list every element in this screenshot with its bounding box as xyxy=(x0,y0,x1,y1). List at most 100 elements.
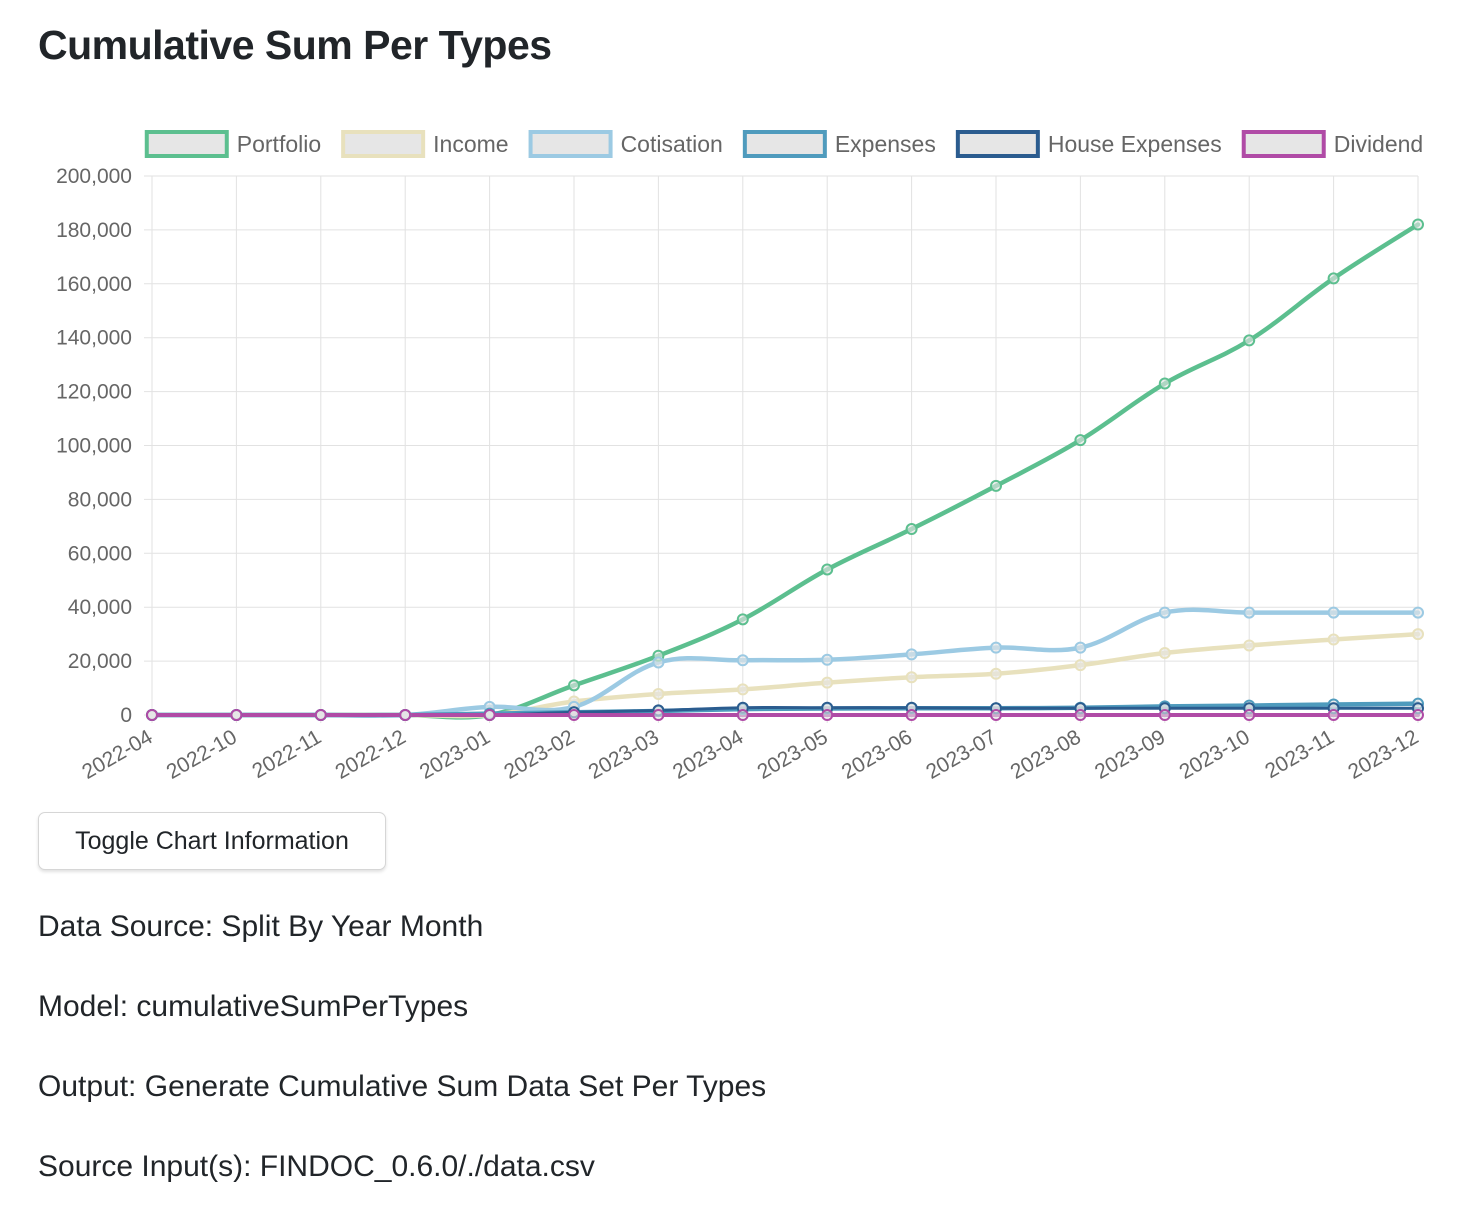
data-point-dividend xyxy=(314,709,327,721)
chart-legend[interactable]: Portfolio Income Cotisation Expenses House E… xyxy=(144,130,1424,158)
data-point-dividend xyxy=(990,709,1002,721)
data-point-dividend xyxy=(1327,709,1340,721)
legend-item-dividend[interactable]: Dividend xyxy=(1241,130,1424,158)
legend-swatch-income xyxy=(341,130,426,158)
legend-item-income[interactable]: Income xyxy=(341,130,509,158)
data-point-income xyxy=(1158,647,1171,660)
data-point-portfolio xyxy=(1158,377,1171,390)
data-point-portfolio xyxy=(990,479,1002,492)
y-tick-label: 80,000 xyxy=(68,488,132,511)
x-tick-label: 2023-09 xyxy=(1091,725,1169,783)
data-point-income xyxy=(1327,633,1340,646)
legend-item-expenses[interactable]: Expenses xyxy=(742,130,936,158)
x-tick-label: 2023-07 xyxy=(922,725,1000,783)
x-tick-label: 2023-03 xyxy=(585,725,663,783)
y-tick-label: 120,000 xyxy=(56,381,132,404)
data-point-cotisation xyxy=(736,654,749,667)
legend-swatch-dividend xyxy=(1241,130,1326,158)
x-tick-label: 2023-06 xyxy=(838,725,916,783)
legend-label-dividend: Dividend xyxy=(1334,131,1424,157)
data-point-dividend xyxy=(399,709,412,721)
y-tick-label: 100,000 xyxy=(56,435,132,458)
data-point-dividend xyxy=(821,709,834,721)
legend-label-expenses: Expenses xyxy=(835,131,936,157)
data-point-cotisation xyxy=(1327,606,1340,619)
data-point-cotisation xyxy=(990,641,1002,654)
data-point-income xyxy=(1243,639,1256,652)
legend-label-income: Income xyxy=(433,131,508,157)
data-point-portfolio xyxy=(821,563,834,576)
y-tick-label: 200,000 xyxy=(56,165,132,188)
data-point-dividend xyxy=(736,709,749,721)
legend-item-cotisation[interactable]: Cotisation xyxy=(528,130,723,158)
data-point-portfolio xyxy=(1327,272,1340,285)
data-point-dividend xyxy=(652,709,665,721)
data-point-portfolio xyxy=(1412,218,1424,231)
y-axis: 0 20,000 40,000 60,000 80,000 100,000 120,000 1… xyxy=(56,165,132,727)
legend-swatch-cotisation xyxy=(528,130,613,158)
x-axis: 2022-04 2022-10 2022-11 2022-12 2023-01 2023-… xyxy=(78,725,1422,784)
legend-swatch-portfolio xyxy=(144,130,229,158)
data-point-portfolio xyxy=(1074,434,1087,447)
legend-item-house-expenses[interactable]: House Expenses xyxy=(955,130,1222,158)
source-inputs-text: Source Input(s): FINDOC_0.6.0/./data.csv xyxy=(38,1150,595,1183)
data-point-income xyxy=(905,671,918,684)
data-point-dividend xyxy=(905,709,918,721)
data-point-dividend xyxy=(1158,709,1171,721)
x-tick-label: 2023-08 xyxy=(1007,725,1085,783)
data-point-income xyxy=(736,683,749,696)
x-tick-label: 2023-01 xyxy=(416,725,494,783)
data-point-income xyxy=(1074,659,1087,672)
legend-item-portfolio[interactable]: Portfolio xyxy=(144,130,321,158)
y-tick-label: 20,000 xyxy=(68,650,132,673)
x-tick-label: 2022-10 xyxy=(163,725,241,783)
y-tick-label: 0 xyxy=(120,704,132,727)
series-points xyxy=(146,218,1424,721)
data-point-cotisation xyxy=(905,648,918,661)
data-point-dividend xyxy=(1243,709,1256,721)
data-point-dividend xyxy=(1074,709,1087,721)
legend-label-cotisation: Cotisation xyxy=(621,131,723,157)
data-point-dividend xyxy=(146,709,158,721)
legend-swatch-expenses xyxy=(742,130,827,158)
series-lines xyxy=(149,222,1421,720)
data-point-income xyxy=(821,676,834,689)
data-point-dividend xyxy=(483,709,496,721)
page-title: Cumulative Sum Per Types xyxy=(38,22,552,68)
x-tick-label: 2023-05 xyxy=(753,725,831,783)
toggle-chart-information-button[interactable]: Toggle Chart Information xyxy=(38,812,386,870)
data-point-income xyxy=(652,687,665,700)
x-tick-label: 2023-04 xyxy=(669,725,748,784)
cumulative-sum-line-chart: Portfolio Income Cotisation Expenses House E… xyxy=(56,130,1424,784)
data-point-dividend xyxy=(1412,709,1424,721)
series-line-portfolio xyxy=(149,222,1421,720)
data-point-dividend xyxy=(568,709,580,721)
x-tick-label: 2023-02 xyxy=(500,725,578,783)
series-line-cotisation xyxy=(149,607,1421,718)
x-tick-label: 2022-12 xyxy=(331,725,409,783)
x-tick-label: 2023-10 xyxy=(1175,725,1253,783)
data-point-portfolio xyxy=(905,523,918,536)
output-text: Output: Generate Cumulative Sum Data Set… xyxy=(38,1070,767,1103)
x-tick-label: 2022-11 xyxy=(248,725,325,783)
data-point-income xyxy=(990,667,1002,680)
y-tick-label: 160,000 xyxy=(56,273,132,296)
data-point-cotisation xyxy=(1412,606,1424,619)
data-point-cotisation xyxy=(1158,606,1171,619)
legend-swatch-house-expenses xyxy=(955,130,1040,158)
data-point-cotisation xyxy=(1243,606,1256,619)
x-tick-label: 2023-11 xyxy=(1261,725,1338,783)
x-tick-label: 2022-04 xyxy=(78,725,157,784)
data-point-cotisation xyxy=(821,653,834,666)
data-point-cotisation xyxy=(1074,641,1087,654)
x-tick-label: 2023-12 xyxy=(1344,725,1422,783)
chart-grid xyxy=(144,175,1419,723)
data-point-portfolio xyxy=(1243,334,1256,347)
data-source-text: Data Source: Split By Year Month xyxy=(38,910,484,943)
model-text: Model: cumulativeSumPerTypes xyxy=(38,990,469,1023)
y-tick-label: 40,000 xyxy=(68,596,132,619)
data-point-dividend xyxy=(230,709,243,721)
data-point-cotisation xyxy=(652,656,665,669)
legend-label-portfolio: Portfolio xyxy=(237,131,321,157)
y-tick-label: 180,000 xyxy=(56,219,132,242)
